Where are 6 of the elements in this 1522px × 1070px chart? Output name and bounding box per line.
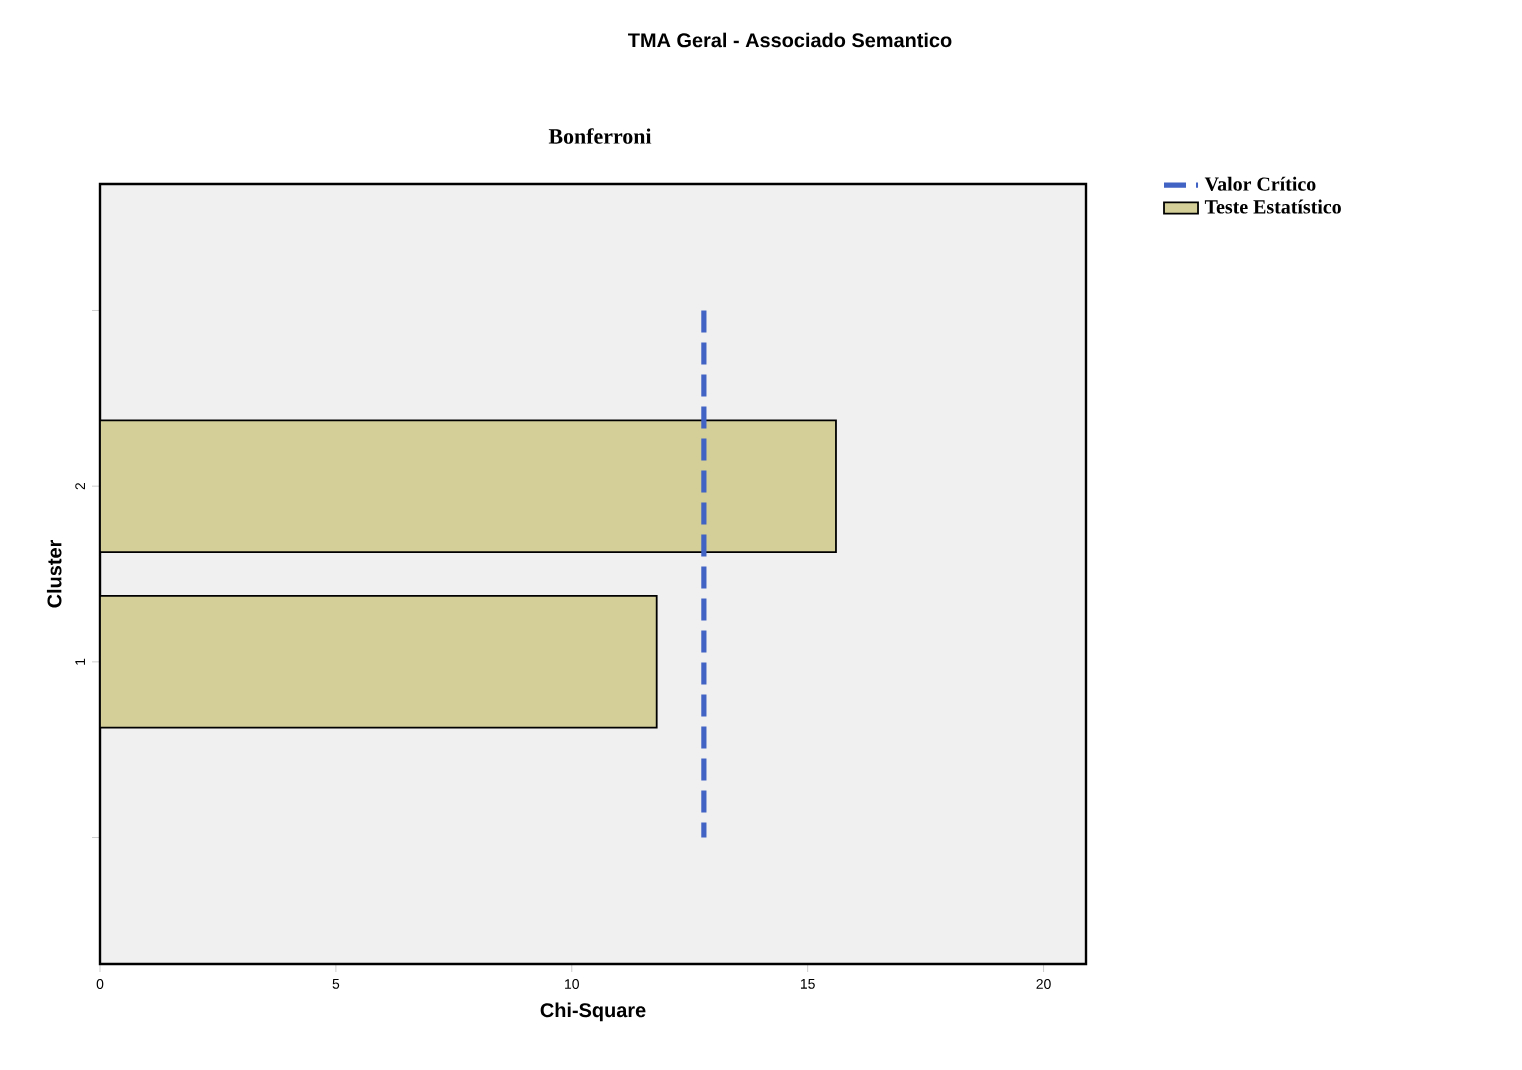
legend-label: Teste Estatístico <box>1204 199 1341 214</box>
chart-subtitle: Bonferroni <box>548 128 652 144</box>
y-axis-title: Cluster <box>46 539 62 608</box>
chart-title: TMA Geral - Associado Semantico <box>628 32 952 48</box>
legend-label: Valor Crítico <box>1204 176 1316 191</box>
x-axis-title: Chi-Square <box>540 1002 646 1022</box>
